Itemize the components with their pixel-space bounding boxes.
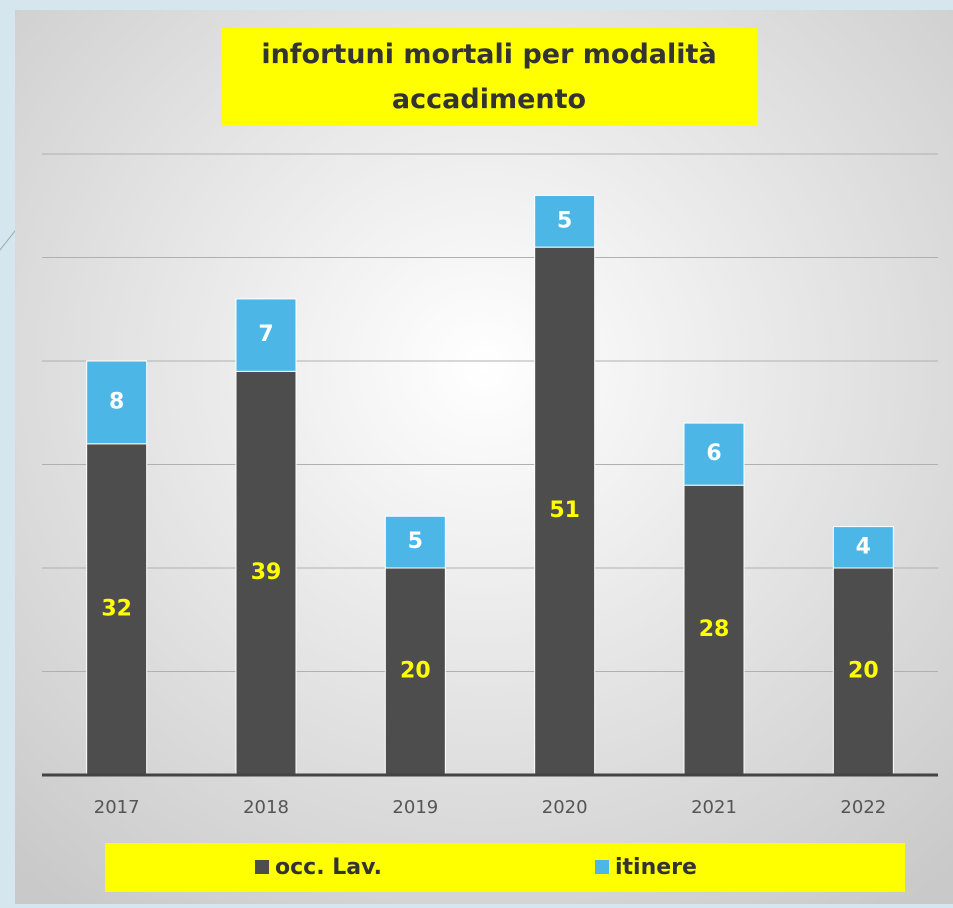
bar-segment [534,194,596,248]
bar-segment [683,484,745,776]
bar-segment [832,526,894,569]
legend-label: occ. Lav. [275,855,382,880]
data-label: 4 [856,534,871,559]
x-tick-label: 2020 [542,797,588,818]
bar-segment [384,567,446,776]
bar-segment [86,443,148,776]
title-box [221,28,757,126]
data-label: 32 [101,596,132,621]
chart-panel [15,10,953,904]
legend-box [105,843,905,892]
data-label: 6 [706,441,721,466]
chart-title: infortuni mortali per modalità accadiment… [261,39,716,115]
data-label: 39 [251,560,282,585]
bar-segment [683,422,745,486]
data-label: 5 [408,529,423,554]
legend-label: itinere [615,855,697,880]
data-label: 20 [400,659,431,684]
x-tick-label: 2019 [392,797,438,818]
bar-segment [384,515,446,569]
x-tick-label: 2018 [243,797,289,818]
x-tick-label: 2017 [94,797,140,818]
x-tick-label: 2022 [840,797,886,818]
legend-swatch [595,860,609,874]
bar-segment [235,298,297,372]
bar-segment [534,246,596,776]
data-label: 7 [258,322,273,347]
data-label: 20 [848,659,879,684]
bar-segment [86,360,148,445]
x-tick-label: 2021 [691,797,737,818]
data-label: 5 [557,208,572,233]
data-label: 8 [109,389,124,414]
bar-segment [832,567,894,776]
data-label: 28 [699,617,730,642]
legend-swatch [255,860,269,874]
data-label: 51 [549,498,580,523]
